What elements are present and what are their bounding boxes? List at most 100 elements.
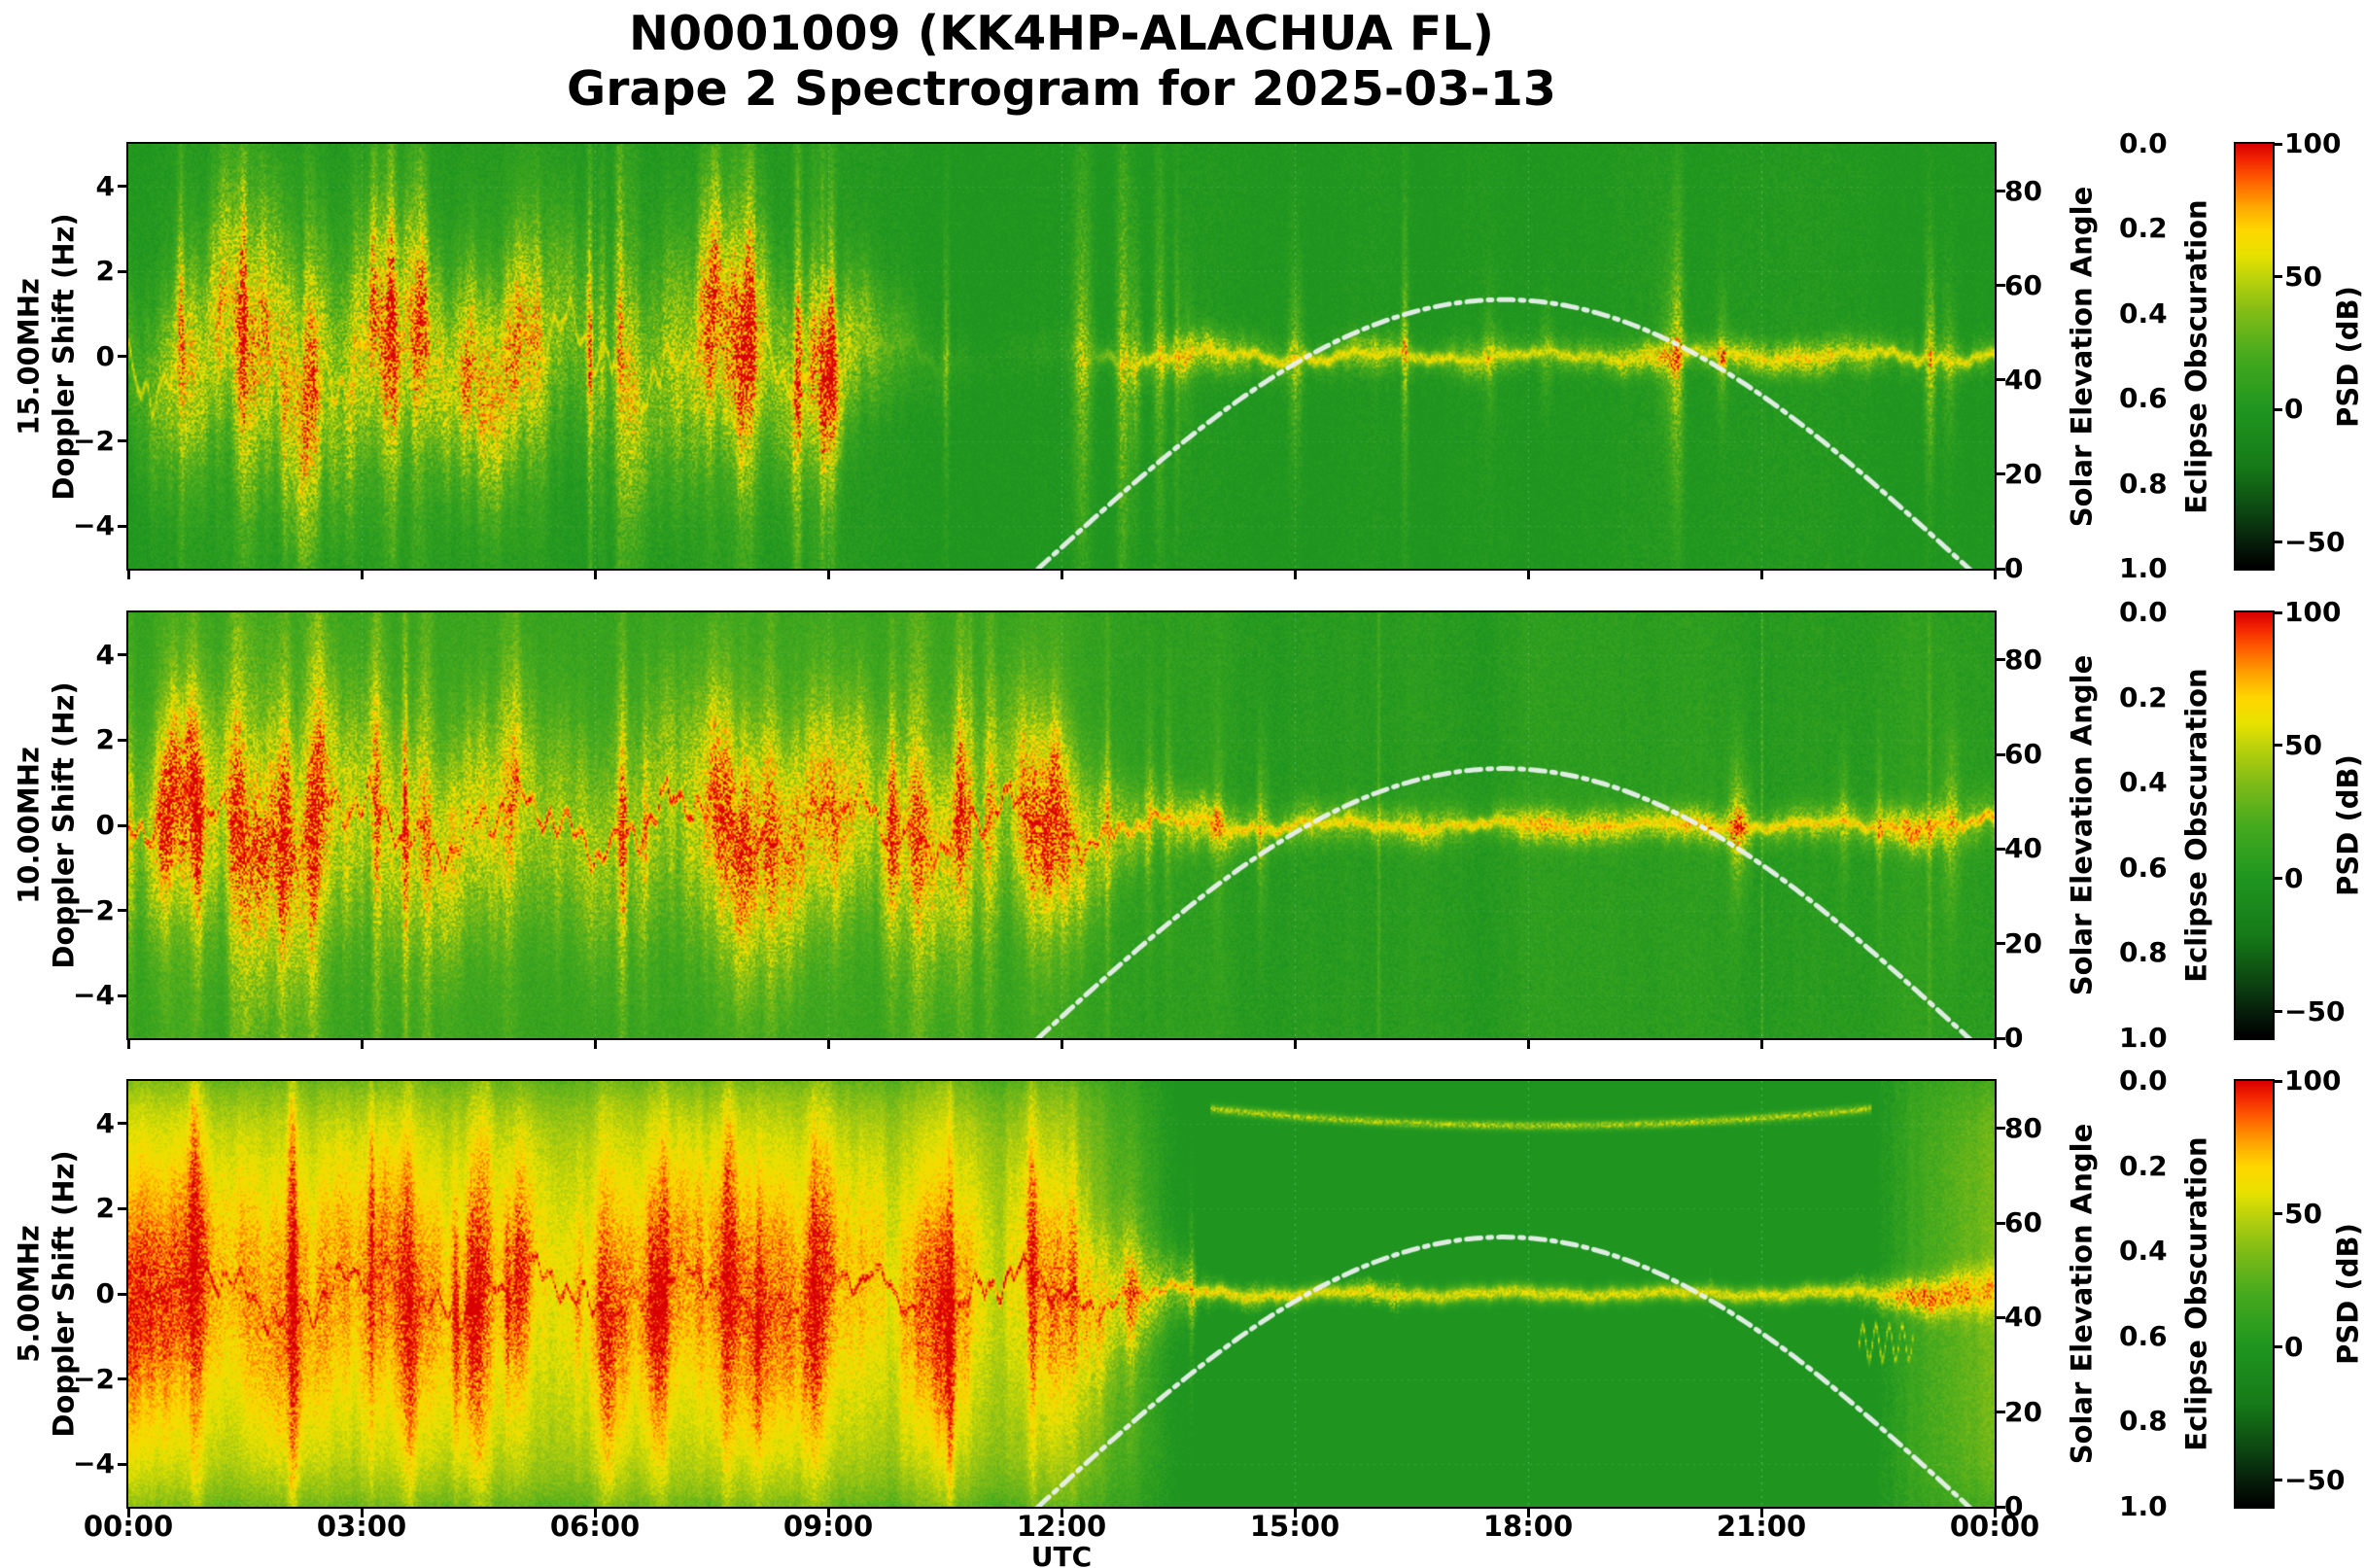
eclipse-tick-label: 1.0: [2119, 552, 2168, 584]
title-line1: N0001009 (KK4HP-ALACHUA FL): [629, 6, 1494, 61]
eclipse-tick-label: 0.2: [2119, 680, 2168, 714]
colorbar-tick-label: 0: [2284, 393, 2304, 426]
solar-axis-label-10mhz: Solar Elevation Angle: [2065, 654, 2099, 996]
colorbar-tick-label: 0: [2284, 1330, 2304, 1363]
x-tick-mark: [1293, 1040, 1297, 1049]
doppler-tick-label: 2: [95, 255, 115, 288]
solar-tick-mark: [1997, 567, 2005, 571]
x-tick-mark: [1993, 1040, 1997, 1049]
eclipse-tick-label: 0.4: [2119, 296, 2168, 330]
solar-tick-mark: [1997, 1411, 2005, 1414]
eclipse-tick-label: 0.4: [2119, 1235, 2168, 1268]
ylabel-frequency-15mhz: 15.00MHz: [12, 277, 46, 436]
x-tick-mark: [1060, 1509, 1063, 1517]
solar-tick-label: 0: [2004, 1022, 2024, 1054]
solar-tick-mark: [1997, 1127, 2005, 1131]
psd-axis-label-15mhz: PSD (dB): [2331, 285, 2365, 428]
colorbar-tick-mark: [2275, 407, 2282, 411]
colorbar-tick-mark: [2275, 1345, 2282, 1349]
solar-tick-mark: [1997, 472, 2005, 476]
x-tick-label: 21:00: [1716, 1510, 1807, 1543]
doppler-tick-mark: [118, 909, 126, 913]
doppler-tick-label: 4: [95, 638, 115, 671]
x-tick-label: 03:00: [316, 1510, 407, 1543]
solar-tick-label: 60: [2004, 738, 2042, 770]
solar-tick-label: 60: [2004, 268, 2042, 301]
doppler-tick-mark: [118, 355, 126, 358]
x-tick-mark: [1060, 1040, 1063, 1049]
colorbar-tick-mark: [2275, 275, 2282, 279]
ylabel-frequency-10mhz: 10.00MHz: [12, 747, 46, 904]
colorbar-tick-mark: [2275, 1010, 2282, 1014]
eclipse-tick-label: 1.0: [2119, 1022, 2168, 1054]
title-line2: Grape 2 Spectrogram for 2025-03-13: [567, 61, 1556, 118]
solar-tick-label: 0: [2004, 552, 2024, 584]
doppler-tick-mark: [118, 185, 126, 189]
doppler-tick-label: −4: [73, 509, 115, 542]
eclipse-tick-label: 0.6: [2119, 851, 2168, 884]
colorbar-tick-label: −50: [2284, 994, 2346, 1028]
colorbar-15mhz: [2236, 144, 2273, 569]
doppler-tick-mark: [118, 993, 126, 997]
colorbar-tick-mark: [2275, 744, 2282, 748]
doppler-tick-label: 0: [95, 339, 115, 372]
colorbar-tick-mark: [2275, 1212, 2282, 1216]
doppler-tick-mark: [118, 823, 126, 827]
colorbar-tick-label: −50: [2284, 1463, 2346, 1496]
solar-tick-mark: [1997, 658, 2005, 662]
doppler-tick-mark: [118, 439, 126, 443]
doppler-tick-mark: [118, 1206, 126, 1210]
x-tick-label: 00:00: [1949, 1510, 2040, 1543]
x-tick-label: 18:00: [1482, 1510, 1574, 1543]
colorbar-tick-mark: [2275, 610, 2282, 614]
x-tick-mark: [826, 1040, 830, 1049]
solar-tick-label: 20: [2004, 457, 2042, 490]
solar-tick-label: 40: [2004, 1301, 2042, 1334]
colorbar-tick-mark: [2275, 1079, 2282, 1083]
solar-tick-label: 40: [2004, 363, 2042, 396]
x-tick-mark: [1759, 1509, 1763, 1517]
eclipse-axis-label-15mhz: Eclipse Obscuration: [2179, 198, 2213, 514]
doppler-tick-label: 2: [95, 1192, 115, 1225]
eclipse-tick-label: 0.6: [2119, 1319, 2168, 1352]
x-tick-mark: [826, 571, 830, 579]
doppler-tick-label: 4: [95, 169, 115, 202]
solar-tick-mark: [1997, 284, 2005, 288]
figure-title: N0001009 (KK4HP-ALACHUA FL) Grape 2 Spec…: [128, 6, 1995, 118]
solar-tick-label: 80: [2004, 643, 2042, 676]
doppler-tick-mark: [118, 1462, 126, 1466]
colorbar-5mhz: [2236, 1081, 2273, 1507]
x-tick-mark: [593, 571, 597, 579]
doppler-tick-label: 4: [95, 1106, 115, 1139]
eclipse-axis-label-10mhz: Eclipse Obscuration: [2179, 668, 2213, 983]
eclipse-tick-label: 0.8: [2119, 467, 2168, 500]
doppler-tick-label: 2: [95, 723, 115, 756]
eclipse-tick-label: 1.0: [2119, 1490, 2168, 1522]
x-tick-mark: [1993, 1509, 1997, 1517]
doppler-tick-mark: [118, 269, 126, 273]
colorbar-tick-label: −50: [2284, 525, 2346, 558]
doppler-tick-label: 0: [95, 1277, 115, 1309]
solar-tick-label: 20: [2004, 1395, 2042, 1428]
solar-tick-mark: [1997, 1221, 2005, 1225]
x-tick-mark: [126, 571, 130, 579]
psd-axis-label-5mhz: PSD (dB): [2331, 1223, 2365, 1365]
solar-tick-label: 40: [2004, 832, 2042, 865]
solar-axis-label-15mhz: Solar Elevation Angle: [2065, 186, 2099, 527]
solar-tick-mark: [1997, 378, 2005, 382]
doppler-tick-label: −2: [73, 424, 115, 457]
spectrogram-panel-10mhz: [128, 612, 1995, 1038]
colorbar-10mhz: [2236, 612, 2273, 1038]
solar-tick-label: 20: [2004, 926, 2042, 959]
colorbar-tick-mark: [2275, 877, 2282, 881]
doppler-tick-label: −4: [73, 1447, 115, 1481]
doppler-tick-label: −2: [73, 1362, 115, 1395]
colorbar-tick-mark: [2275, 1479, 2282, 1482]
solar-tick-label: 80: [2004, 174, 2042, 207]
colorbar-tick-label: 50: [2284, 728, 2322, 761]
x-tick-mark: [126, 1040, 130, 1049]
eclipse-tick-label: 0.0: [2119, 1064, 2168, 1097]
colorbar-tick-mark: [2275, 540, 2282, 544]
solar-elevation-curve-overlay-5mhz: [128, 1081, 1995, 1507]
doppler-tick-label: −4: [73, 979, 115, 1012]
